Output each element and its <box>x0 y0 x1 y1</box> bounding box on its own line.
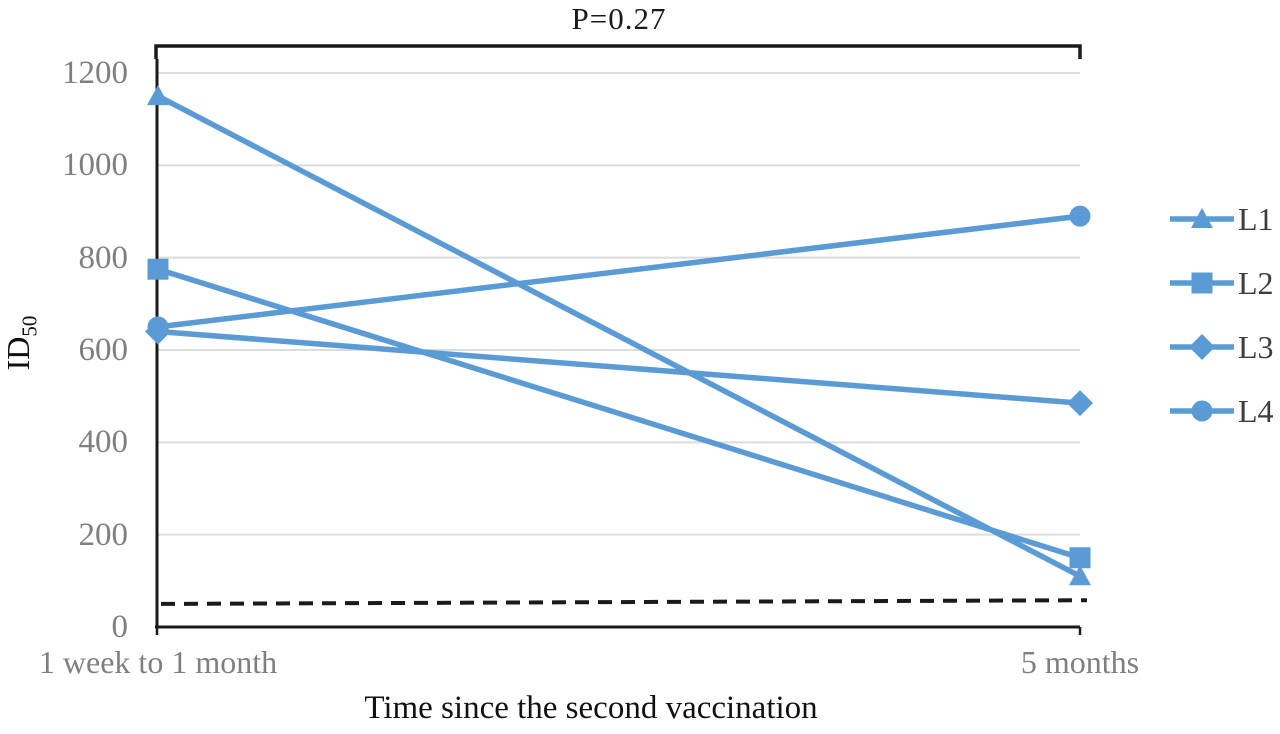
series-l4 <box>147 205 1091 338</box>
marker-square-l2-point1 <box>147 258 169 280</box>
category-label-1: 1 week to 1 month <box>38 644 278 680</box>
legend-label-l3: L3 <box>1238 328 1274 365</box>
threshold-dashed-line <box>160 598 1088 606</box>
marker-triangle-l1-point2 <box>1069 565 1091 586</box>
y-axis-title-subscript: 50 <box>17 315 42 337</box>
legend-item-l2: L2 <box>1168 264 1274 301</box>
legend: L1 L2 L3 L4 <box>1168 200 1274 429</box>
series-line-l4 <box>157 213 1081 330</box>
series-line-l1 <box>156 93 1082 579</box>
series-line-l3 <box>157 328 1081 406</box>
y-tick-label-1000: 1000 <box>62 147 128 184</box>
series-l1 <box>147 85 1091 586</box>
y-axis-title: ID50 <box>0 281 44 405</box>
y-tick-label-0: 0 <box>111 609 129 645</box>
legend-item-l1: L1 <box>1168 200 1274 237</box>
series-l2 <box>147 258 1091 569</box>
y-axis-title-text: ID <box>0 336 36 371</box>
p-value-title: P=0.27 <box>571 1 667 36</box>
legend-item-l3: L3 <box>1168 328 1274 365</box>
legend-label-l1: L1 <box>1238 200 1274 237</box>
y-tick-label-200: 200 <box>78 516 129 553</box>
marker-square-l2-point2 <box>1069 547 1091 569</box>
legend-label-l4: L4 <box>1238 392 1274 429</box>
legend-item-l4: L4 <box>1168 392 1274 429</box>
legend-marker-square-icon <box>1170 272 1234 294</box>
category-label-2: 5 months <box>1020 644 1140 680</box>
legend-marker-l3 <box>1189 334 1215 360</box>
legend-marker-l2 <box>1191 272 1213 294</box>
marker-circle-l4-point2 <box>1069 205 1091 227</box>
y-tick-label-400: 400 <box>78 424 129 461</box>
significance-bracket <box>154 44 1082 59</box>
y-tick-label-1200: 1200 <box>62 55 128 91</box>
y-tick-label-600: 600 <box>78 332 129 368</box>
y-tick-label-800: 800 <box>78 239 129 276</box>
x-axis-title: Time since the second vaccination <box>364 690 818 726</box>
series-line-l2 <box>157 266 1081 561</box>
marker-triangle-l1-point1 <box>147 85 169 106</box>
legend-marker-l4 <box>1191 400 1213 422</box>
legend-marker-triangle-icon <box>1170 208 1234 228</box>
legend-marker-l1 <box>1191 208 1213 228</box>
legend-marker-circle-icon <box>1170 400 1234 422</box>
marker-diamond-l3-point2 <box>1067 390 1093 417</box>
legend-marker-diamond-icon <box>1170 334 1234 360</box>
legend-label-l2: L2 <box>1238 264 1274 301</box>
marker-circle-l4-point1 <box>147 316 169 338</box>
